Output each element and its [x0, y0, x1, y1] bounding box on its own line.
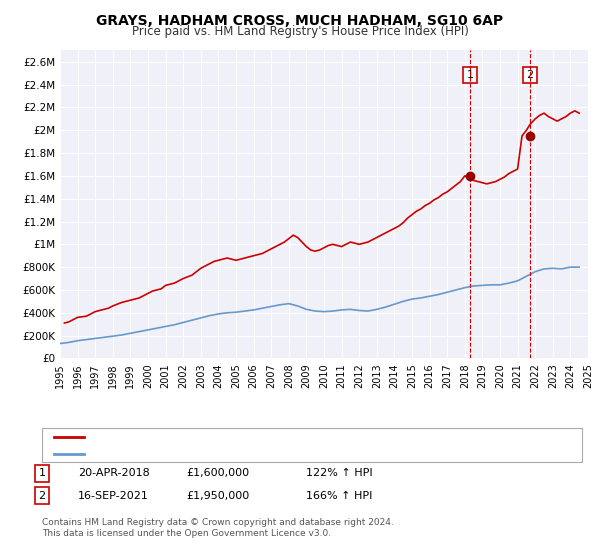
- Text: 2: 2: [38, 491, 46, 501]
- Text: GRAYS, HADHAM CROSS, MUCH HADHAM, SG10 6AP (detached house): GRAYS, HADHAM CROSS, MUCH HADHAM, SG10 6…: [90, 432, 457, 442]
- Text: 122% ↑ HPI: 122% ↑ HPI: [306, 468, 373, 478]
- Text: Price paid vs. HM Land Registry's House Price Index (HPI): Price paid vs. HM Land Registry's House …: [131, 25, 469, 38]
- Text: £1,600,000: £1,600,000: [186, 468, 249, 478]
- Text: 2: 2: [526, 70, 533, 80]
- Text: 20-APR-2018: 20-APR-2018: [78, 468, 150, 478]
- Text: GRAYS, HADHAM CROSS, MUCH HADHAM, SG10 6AP: GRAYS, HADHAM CROSS, MUCH HADHAM, SG10 6…: [97, 14, 503, 28]
- Text: 166% ↑ HPI: 166% ↑ HPI: [306, 491, 373, 501]
- Text: £1,950,000: £1,950,000: [186, 491, 249, 501]
- Text: 16-SEP-2021: 16-SEP-2021: [78, 491, 149, 501]
- Text: HPI: Average price, detached house, East Hertfordshire: HPI: Average price, detached house, East…: [90, 449, 378, 459]
- Text: 1: 1: [38, 468, 46, 478]
- Text: 1: 1: [467, 70, 473, 80]
- Text: Contains HM Land Registry data © Crown copyright and database right 2024.
This d: Contains HM Land Registry data © Crown c…: [42, 518, 394, 538]
